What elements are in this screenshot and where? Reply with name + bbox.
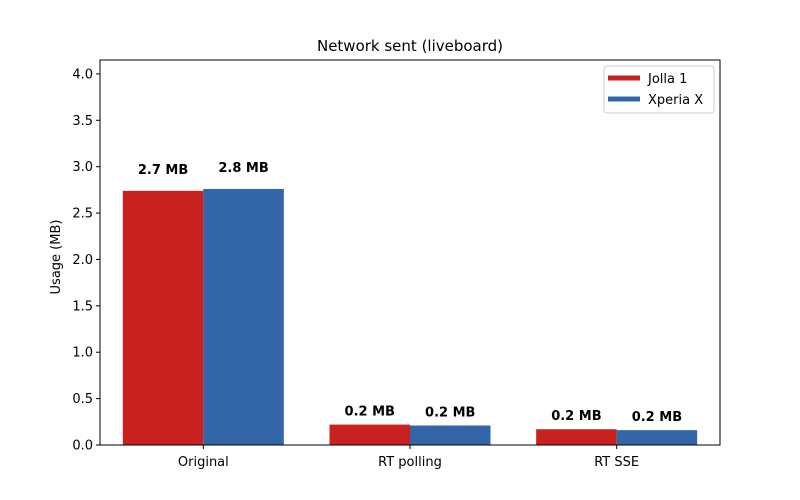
y-tick-label: 0.5 xyxy=(72,392,93,407)
data-label: 0.2 MB xyxy=(632,410,682,425)
data-label: 2.7 MB xyxy=(138,163,188,178)
y-tick-label: 4.0 xyxy=(72,67,93,82)
y-tick-label: 1.5 xyxy=(72,299,93,314)
bar-jolla-1 xyxy=(536,429,617,445)
bar-xperia-x xyxy=(203,188,284,445)
y-tick-label: 2.0 xyxy=(72,253,93,268)
chart-title: Network sent (liveboard) xyxy=(317,37,503,55)
x-tick-label: Original xyxy=(178,455,229,470)
data-label: 0.2 MB xyxy=(425,406,475,421)
y-tick-label: 1.0 xyxy=(72,346,93,361)
legend-label: Jolla 1 xyxy=(647,72,687,87)
y-tick-label: 2.5 xyxy=(72,207,93,222)
y-tick-label: 3.0 xyxy=(72,160,93,175)
legend: Jolla 1 Xperia X xyxy=(603,65,715,114)
legend-label: Xperia X xyxy=(648,93,703,108)
y-tick-label: 0.0 xyxy=(72,439,93,454)
bar-jolla-1 xyxy=(329,424,410,445)
bar-xperia-x xyxy=(410,425,491,445)
x-tick-label: RT polling xyxy=(378,455,442,470)
y-axis-title: Usage (MB) xyxy=(49,220,64,295)
bar-xperia-x xyxy=(616,430,698,445)
data-label: 0.2 MB xyxy=(551,409,601,424)
plot-area: 0.0 0.5 1.0 1.5 2.0 2.5 3.0 3.5 4.0 Original 2.7 M… xyxy=(72,67,698,470)
x-tick-label: RT SSE xyxy=(594,455,639,470)
data-label: 2.8 MB xyxy=(218,161,268,176)
y-tick-label: 3.5 xyxy=(72,114,93,129)
bar-jolla-1 xyxy=(122,190,204,445)
data-label: 0.2 MB xyxy=(345,405,395,420)
plot-frame xyxy=(99,59,721,446)
